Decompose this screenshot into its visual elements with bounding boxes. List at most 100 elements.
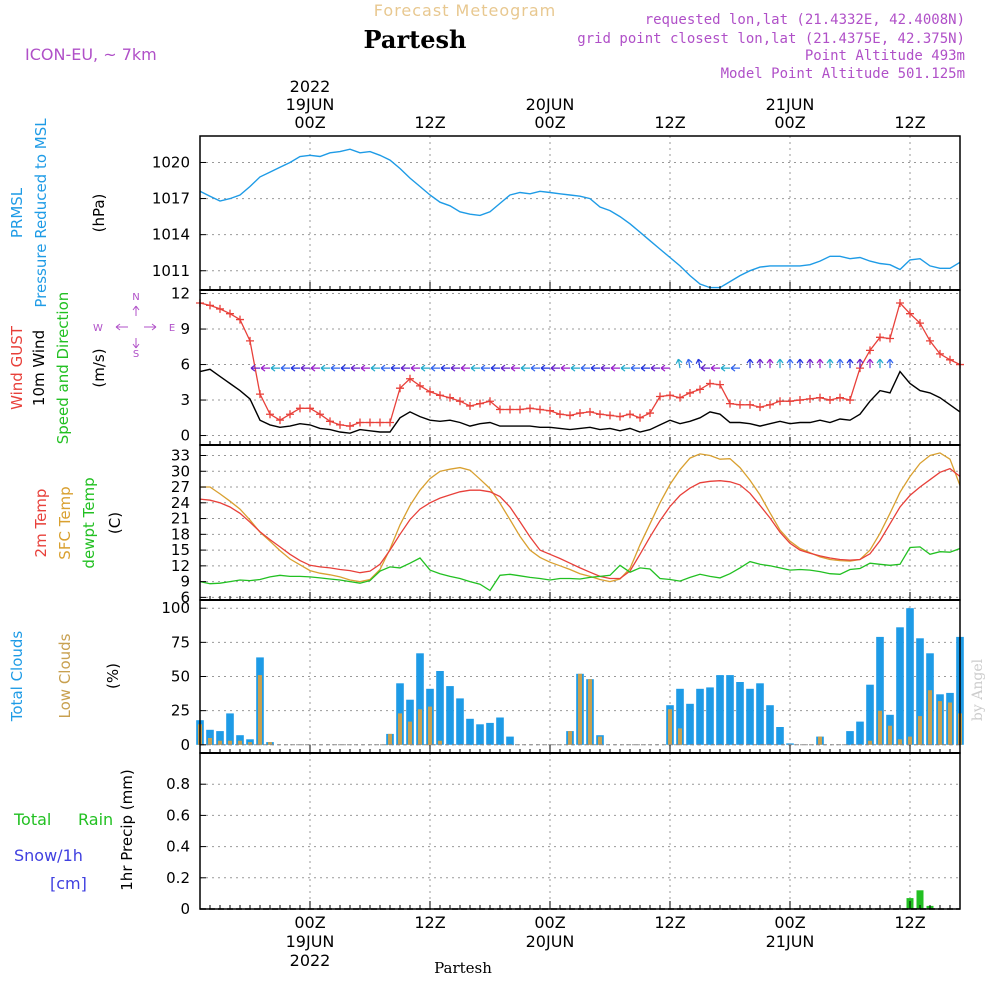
wind-direction-arrow <box>330 364 340 372</box>
wind-direction-arrow <box>590 364 600 372</box>
wind-gust-marker <box>926 336 934 345</box>
wind-direction-arrow <box>470 364 480 372</box>
wind-direction-arrow <box>310 364 320 372</box>
y-tick-label: 0 <box>180 736 190 754</box>
wind-gust-marker <box>226 309 234 318</box>
wind-gust-marker <box>586 407 594 416</box>
wind-direction-arrow <box>786 358 794 369</box>
rain-bar <box>916 890 924 909</box>
y-tick-label: 0 <box>180 427 190 445</box>
total-cloud-bar <box>466 718 474 745</box>
wind-direction-arrow <box>685 358 693 369</box>
wind-gust-marker <box>576 409 584 418</box>
temp-sfc-label: SFC Temp <box>56 486 74 559</box>
top-date-label: 21JUN <box>766 95 815 114</box>
wind-direction-arrow <box>856 358 864 369</box>
low-cloud-bar <box>398 713 402 745</box>
top-hour-label: 00Z <box>534 113 565 132</box>
wind-gust-marker <box>766 400 774 409</box>
wind-direction-arrow <box>510 364 520 372</box>
y-tick-label: 9 <box>180 573 190 591</box>
wind-direction-arrow <box>550 364 560 372</box>
total-cloud-bar <box>906 608 914 745</box>
wind-gust-marker <box>836 393 844 402</box>
bottom-hour-label: 00Z <box>774 913 805 932</box>
top-year-label: 2022 <box>290 77 331 96</box>
total-cloud-bar <box>446 686 454 745</box>
y-tick-label: 3 <box>180 391 190 409</box>
wind-direction-arrow <box>440 364 450 372</box>
wind-gust-marker <box>236 315 244 324</box>
total-cloud-bar <box>236 735 244 745</box>
low-cloud-bar <box>258 675 262 745</box>
wind-gust-marker <box>786 397 794 406</box>
footer-location: Partesh <box>434 959 492 977</box>
total-cloud-bar <box>686 703 694 745</box>
precip-rain-label: Rain <box>78 810 113 829</box>
y-tick-label: 0.4 <box>166 838 190 856</box>
wind-gust-marker <box>556 410 564 419</box>
bottom-date-label: 20JUN <box>526 932 575 951</box>
total-cloud-bar <box>706 687 714 745</box>
low-cloud-bar <box>598 736 602 745</box>
wind-gust-marker <box>816 393 824 402</box>
wind-gust-marker <box>516 405 524 414</box>
wind-direction-arrow <box>695 358 703 369</box>
y-tick-label: 1017 <box>152 190 190 208</box>
compass-e: E <box>169 323 175 334</box>
wind-direction-arrow <box>420 364 430 372</box>
total-cloud-bar <box>216 731 224 745</box>
total-cloud-bar <box>506 736 514 745</box>
wind-gust-marker <box>366 418 374 427</box>
wind-gust-marker <box>216 304 224 313</box>
wind-direction-arrow <box>836 358 844 369</box>
wind-direction-arrow <box>746 358 754 369</box>
panel-frame <box>199 752 961 910</box>
y-tick-label: 27 <box>171 478 190 496</box>
top-hour-label: 00Z <box>294 113 325 132</box>
low-cloud-bar <box>908 736 912 745</box>
wind-gust-marker <box>206 301 214 310</box>
y-tick-label: 12 <box>171 557 190 575</box>
wind-gust-marker <box>456 397 464 406</box>
y-tick-label: 30 <box>171 462 190 480</box>
bottom-hour-label: 00Z <box>534 913 565 932</box>
wind-gust-marker <box>436 391 444 400</box>
y-tick-label: 100 <box>161 599 190 617</box>
chart-title: Partesh <box>364 25 467 54</box>
top-hour-label: 12Z <box>894 113 925 132</box>
low-cloud-bar <box>868 740 872 745</box>
bottom-hour-label: 12Z <box>894 913 925 932</box>
top-date-label: 19JUN <box>286 95 335 114</box>
total-cloud-bar <box>676 688 684 745</box>
wind-gust-marker <box>946 355 954 364</box>
wind-gust-marker <box>716 380 724 389</box>
wind-gust-marker <box>776 397 784 406</box>
wind-direction-arrow <box>660 364 670 372</box>
low-cloud-bar <box>928 690 932 745</box>
wind-gust-marker <box>396 384 404 393</box>
wind-gust-marker <box>806 394 814 403</box>
wind-gust-marker <box>896 299 904 308</box>
total-cloud-bar <box>916 638 924 745</box>
wind-gust-marker <box>746 400 754 409</box>
total-cloud-bar <box>436 671 444 745</box>
wind-10m-line <box>199 368 961 434</box>
wind-direction-arrow <box>350 364 360 372</box>
wind-direction-arrow <box>826 358 834 369</box>
clouds-unit: (%) <box>104 663 122 689</box>
top-hour-label: 00Z <box>774 113 805 132</box>
wind-gust-marker <box>486 397 494 406</box>
panel-frame <box>199 135 961 291</box>
wind-direction-arrow <box>570 364 580 372</box>
total-cloud-bar <box>696 688 704 745</box>
cloud-bars <box>196 608 964 745</box>
total-cloud-bar <box>896 627 904 745</box>
wind-direction-arrow <box>776 358 784 369</box>
wind-direction-arrow <box>806 358 814 369</box>
wind-direction-arrow <box>580 364 590 372</box>
wind-direction-arrow <box>650 364 660 372</box>
y-tick-label: 6 <box>180 356 190 374</box>
temp-2m-line <box>199 467 961 580</box>
wind-direction-arrow <box>390 364 400 372</box>
